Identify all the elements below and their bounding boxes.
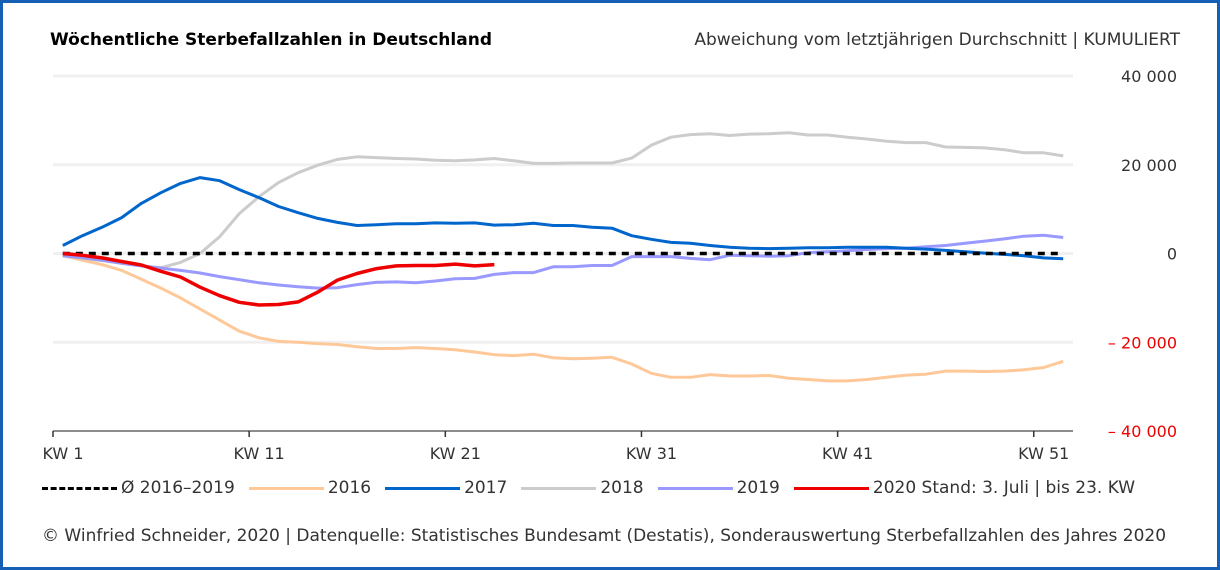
series-line-y2017	[62, 176, 1064, 261]
legend-swatch	[42, 486, 117, 490]
legend-item-y2018: 2018	[521, 478, 644, 498]
legend-item-avg: Ø 2016–2019	[42, 478, 235, 498]
legend-item-y2019: 2019	[657, 478, 780, 498]
y-tick-label: 20 000	[1121, 156, 1177, 175]
legend-swatch	[521, 486, 597, 490]
legend-label: 2018	[600, 478, 644, 498]
x-tick-label: KW 21	[430, 444, 481, 463]
x-tick-label: KW 51	[1018, 444, 1069, 463]
y-tick-label: 0	[1167, 245, 1177, 264]
legend: Ø 2016–2019 2016 2017 2018 2019 2020 Stand: 3…	[42, 478, 1149, 498]
series-line-y2016	[62, 254, 1064, 383]
x-tick-label: KW 11	[234, 444, 285, 463]
x-tick-label: KW 41	[822, 444, 873, 463]
series-line-y2018	[62, 131, 1064, 270]
series-lines	[62, 131, 1064, 383]
chart-title: Wöchentliche Sterbefallzahlen in Deutsch…	[50, 30, 492, 50]
legend-swatch	[793, 486, 869, 490]
x-axis: KW 1 KW 11 KW 21 KW 31 KW 41 KW 51	[42, 430, 1073, 463]
source-footer: © Winfried Schneider, 2020 | Datenquelle…	[42, 526, 1167, 546]
legend-label: 2020 Stand: 3. Juli | bis 23. KW	[872, 478, 1136, 498]
x-tick-label: KW 31	[626, 444, 677, 463]
y-axis-labels: 40 000 20 000 0 – 20 000 – 40 000	[1108, 67, 1177, 441]
legend-swatch	[385, 486, 461, 490]
legend-item-y2020: 2020 Stand: 3. Juli | bis 23. KW	[793, 478, 1136, 498]
legend-label: 2017	[464, 478, 508, 498]
grid-lines	[53, 74, 1073, 344]
legend-swatch	[657, 486, 733, 490]
legend-label: Ø 2016–2019	[121, 478, 235, 498]
chart-subtitle: Abweichung vom letztjährigen Durchschnit…	[694, 30, 1180, 50]
legend-label: 2016	[327, 478, 372, 498]
legend-swatch	[248, 486, 324, 490]
series-line-y2020	[62, 251, 495, 307]
y-tick-label: 40 000	[1121, 67, 1177, 86]
x-tick-label: KW 1	[42, 444, 83, 463]
y-tick-label: – 40 000	[1108, 422, 1177, 441]
legend-label: 2019	[736, 478, 780, 498]
legend-item-y2016: 2016	[248, 478, 372, 498]
y-tick-label: – 20 000	[1108, 333, 1177, 352]
legend-item-y2017: 2017	[385, 478, 507, 498]
